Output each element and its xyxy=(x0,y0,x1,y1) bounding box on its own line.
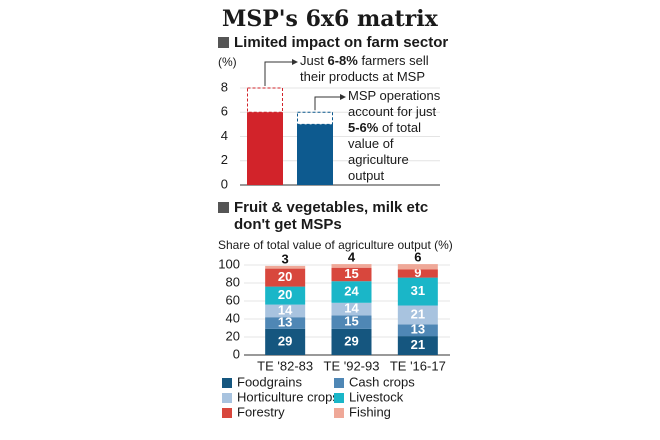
y-tick-label: 4 xyxy=(221,128,228,143)
legend-label: Horticulture crops xyxy=(237,389,339,404)
annotation-part: 6-8% xyxy=(327,53,358,68)
y-axis-label: (%) xyxy=(218,55,237,69)
value-label: 13 xyxy=(278,314,292,329)
bar-range xyxy=(247,87,283,113)
annotation-arrow xyxy=(264,61,294,86)
bar-segment xyxy=(331,267,372,282)
annotation-part: 5-6% xyxy=(348,120,379,135)
value-label: 13 xyxy=(411,322,425,337)
x-tick-label: TE '82-83 xyxy=(257,358,313,373)
annotation-part: account for just xyxy=(348,104,437,119)
annotation: account for just xyxy=(348,104,437,119)
bar-segment xyxy=(331,328,372,355)
bar-segment xyxy=(397,277,438,306)
legend-swatch xyxy=(334,378,344,388)
annotation: Just 6-8% farmers sell xyxy=(300,53,429,68)
annotation: MSP operations xyxy=(348,88,441,103)
legend-swatch xyxy=(222,393,232,403)
bar-segment xyxy=(265,328,306,355)
value-label: 20 xyxy=(278,269,292,284)
y-tick-label: 0 xyxy=(233,346,240,361)
annotation-part: MSP operations xyxy=(348,88,441,103)
annotation-part: agriculture xyxy=(348,152,409,167)
x-tick-label: TE '16-17 xyxy=(390,358,446,373)
chart-subtitle: Share of total value of agriculture outp… xyxy=(218,238,453,252)
bar-segment xyxy=(331,302,372,316)
annotation: 5-6% of total xyxy=(348,120,421,135)
legend-label: Livestock xyxy=(349,389,404,404)
y-tick-label: 2 xyxy=(221,152,228,167)
bar-segment xyxy=(331,281,372,303)
legend-label: Fishing xyxy=(349,404,391,419)
value-label: 20 xyxy=(278,287,292,302)
y-tick-label: 8 xyxy=(221,79,228,94)
legend-label: Forestry xyxy=(237,404,285,419)
bar-segment xyxy=(331,315,372,329)
page-title: MSP's 6x6 matrix xyxy=(222,6,439,32)
value-label: 6 xyxy=(414,250,421,265)
annotation: output xyxy=(348,168,385,183)
annotation-part: their products at MSP xyxy=(300,69,425,84)
bar-segment xyxy=(397,336,438,355)
annotation-part: Just xyxy=(300,53,327,68)
bar-segment xyxy=(397,324,438,337)
y-tick-label: 60 xyxy=(226,292,240,307)
bar-range xyxy=(297,111,333,125)
bar-segment xyxy=(397,305,438,325)
bar-segment xyxy=(331,264,372,268)
y-tick-label: 20 xyxy=(226,328,240,343)
legend-swatch xyxy=(334,393,344,403)
value-label: 21 xyxy=(411,306,425,321)
legend-swatch xyxy=(222,378,232,388)
section-marker xyxy=(218,37,229,48)
annotation-part: value of xyxy=(348,136,394,151)
value-label: 31 xyxy=(411,283,425,298)
annotation: value of xyxy=(348,136,394,151)
value-label: 15 xyxy=(344,314,358,329)
bar xyxy=(247,112,283,185)
bar-segment xyxy=(265,268,306,287)
annotation-part: output xyxy=(348,168,385,183)
bar-segment xyxy=(265,265,306,269)
bar-segment xyxy=(397,269,438,278)
legend-swatch xyxy=(334,408,344,418)
annotation-part: farmers sell xyxy=(358,53,429,68)
bar xyxy=(297,124,333,185)
arrow-head xyxy=(340,94,346,100)
legend-swatch xyxy=(222,408,232,418)
y-tick-label: 0 xyxy=(221,176,228,191)
value-label: 15 xyxy=(344,266,358,281)
value-label: 24 xyxy=(344,283,359,298)
arrow-head xyxy=(292,59,298,65)
bar-segment xyxy=(397,264,438,270)
value-label: 29 xyxy=(278,333,292,348)
value-label: 29 xyxy=(344,333,358,348)
chart-title: Fruit & vegetables, milk etc xyxy=(234,199,428,216)
bar-segment xyxy=(265,286,306,305)
bar-segment xyxy=(265,304,306,318)
annotation-arrow xyxy=(314,96,342,111)
annotation: their products at MSP xyxy=(300,69,425,84)
annotation-part: of total xyxy=(378,120,421,135)
value-label: 3 xyxy=(282,251,289,266)
section-marker xyxy=(218,202,229,213)
chart-title: Limited impact on farm sector xyxy=(234,34,448,51)
legend-label: Cash crops xyxy=(349,374,415,389)
y-tick-label: 80 xyxy=(226,274,240,289)
y-tick-label: 6 xyxy=(221,104,228,119)
y-tick-label: 100 xyxy=(218,256,240,271)
value-label: 21 xyxy=(411,337,425,352)
chart-title: don't get MSPs xyxy=(234,216,342,233)
value-label: 14 xyxy=(278,302,293,317)
value-label: 4 xyxy=(348,250,356,265)
x-tick-label: TE '92-93 xyxy=(324,358,380,373)
bar-segment xyxy=(265,317,306,329)
value-label: 9 xyxy=(414,265,421,280)
annotation: agriculture xyxy=(348,152,409,167)
value-label: 14 xyxy=(344,301,359,316)
y-tick-label: 40 xyxy=(226,310,240,325)
legend-label: Foodgrains xyxy=(237,374,303,389)
